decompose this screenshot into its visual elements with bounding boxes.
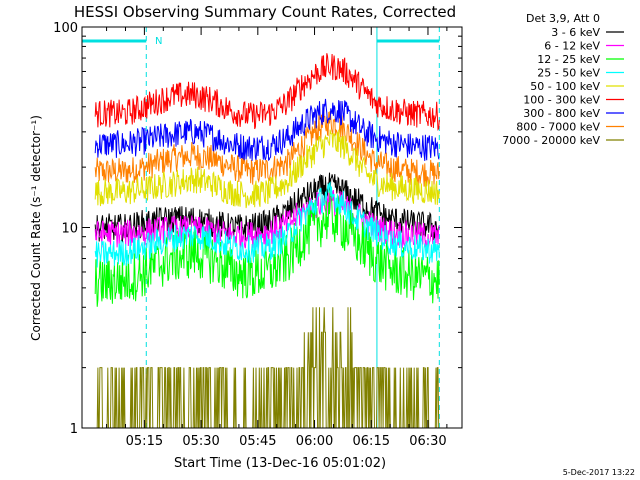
legend-label-1: 6 - 12 keV	[544, 40, 600, 53]
x-tick-label-5: 06:30	[409, 434, 446, 449]
y-axis-label: Corrected Count Rate (s⁻¹ detector⁻¹)	[29, 115, 43, 341]
legend-label-4: 50 - 100 keV	[530, 80, 600, 93]
series-line-8	[95, 307, 440, 429]
series-line-7	[94, 110, 440, 187]
chart-title: HESSI Observing Summary Count Rates, Cor…	[74, 3, 456, 21]
y-axis: 1 10 100	[53, 21, 462, 437]
legend-label-5: 100 - 300 keV	[523, 94, 600, 107]
legend-label-8: 7000 - 20000 keV	[502, 134, 600, 147]
legend-label-6: 300 - 800 keV	[523, 107, 600, 120]
series-line-4	[94, 129, 440, 209]
series-line-0	[94, 172, 440, 244]
legend-label-2: 12 - 25 keV	[537, 53, 600, 66]
series-line-3	[94, 181, 440, 268]
legend-label-0: 3 - 6 keV	[551, 26, 600, 39]
x-tick-label-4: 06:15	[353, 434, 390, 449]
legend-label-3: 25 - 50 keV	[537, 67, 600, 80]
series-layer	[94, 53, 440, 429]
x-tick-label-0: 05:15	[126, 434, 163, 449]
legend-label-7: 800 - 7000 keV	[516, 121, 600, 134]
x-tick-label-2: 05:45	[239, 434, 276, 449]
y-tick-label-1: 10	[61, 222, 78, 237]
night-annotation-label: N	[155, 36, 162, 47]
y-tick-label-2: 100	[53, 21, 78, 36]
series-line-6	[94, 98, 440, 162]
x-tick-label-3: 06:00	[296, 434, 333, 449]
x-tick-label-1: 05:30	[182, 434, 219, 449]
x-axis-label: Start Time (13-Dec-16 05:01:02)	[174, 456, 386, 471]
date-stamp: 5-Dec-2017 13:22	[563, 468, 635, 477]
x-axis: 05:15 05:30 05:45 06:00 06:15 06:30	[106, 27, 448, 449]
series-line-5	[94, 53, 440, 131]
legend-header: Det 3,9, Att 0	[526, 12, 600, 25]
y-tick-label-0: 1	[70, 422, 78, 437]
series-line-2	[94, 189, 440, 307]
